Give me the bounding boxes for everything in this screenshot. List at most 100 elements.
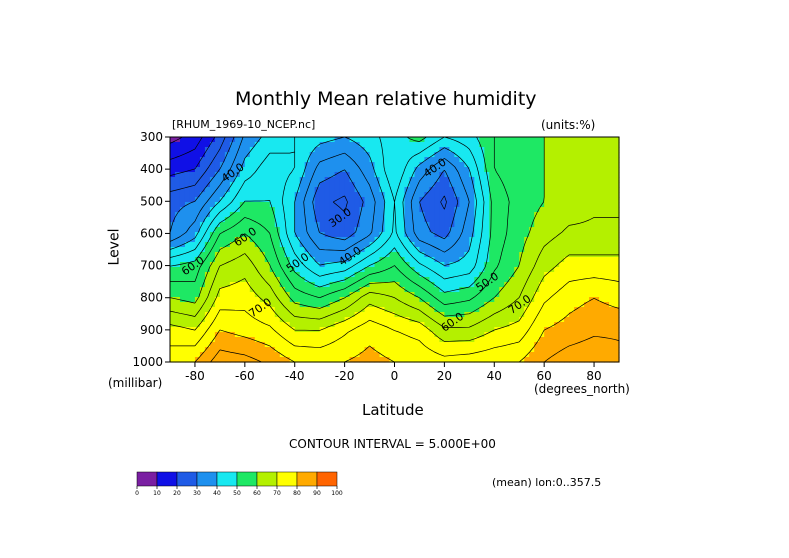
contour-fill-cell	[494, 167, 500, 173]
contour-fill-cell	[569, 357, 575, 363]
contour-fill-cell	[209, 217, 216, 223]
contour-fill-cell	[364, 147, 371, 153]
contour-fill-cell	[434, 332, 440, 338]
contour-fill-cell	[524, 292, 530, 298]
contour-fill-cell	[209, 262, 216, 268]
contour-fill-cell	[424, 267, 431, 273]
contour-fill-cell	[604, 217, 610, 223]
contour-fill-cell	[429, 337, 436, 343]
contour-fill-cell	[519, 347, 525, 353]
contour-fill-cell	[604, 352, 610, 358]
contour-fill-cell	[339, 347, 346, 353]
contour-line	[169, 137, 545, 317]
contour-fill-cell	[284, 257, 291, 263]
contour-fill-cell	[534, 347, 540, 353]
contour-fill-cell	[424, 217, 431, 223]
contour-fill-cell	[219, 212, 226, 218]
contour-fill-cell	[319, 137, 326, 143]
contour-fill-cell	[364, 347, 371, 353]
contour-fill-cell	[239, 222, 246, 228]
contour-fill-cell	[269, 282, 276, 288]
contour-fill-cell	[279, 337, 286, 343]
contour-fill-cell	[484, 157, 490, 163]
contour-fill-cell	[344, 172, 351, 178]
contour-fill-cell	[389, 332, 396, 338]
contour-fill-cell	[449, 277, 455, 283]
contour-fill-cell	[369, 172, 376, 178]
contour-fill-cell	[309, 292, 316, 298]
contour-fill-cell	[339, 267, 346, 273]
contour-fill-cell	[529, 192, 535, 198]
contour-fill-cell	[269, 212, 276, 218]
contour-fill-cell	[309, 342, 316, 348]
contour-fill-cell	[464, 352, 470, 358]
contour-fill-cell	[554, 197, 560, 203]
contour-fill-cell	[494, 307, 500, 313]
contour-fill-cell	[239, 167, 246, 173]
contour-fill-cell	[504, 337, 510, 343]
contour-fill-cell	[494, 302, 500, 308]
contour-fill-cell	[444, 177, 450, 183]
contour-fill-cell	[459, 147, 465, 153]
contour-fill-cell	[569, 277, 575, 283]
contour-fill-cell	[574, 212, 580, 218]
contour-fill-cell	[499, 312, 505, 318]
contour-fill-cell	[299, 342, 306, 348]
contour-fill-cell	[329, 297, 336, 303]
contour-fill-cell	[534, 327, 540, 333]
contour-fill-cell	[394, 327, 401, 333]
contour-fill-cell	[189, 182, 196, 188]
contour-fill-cell	[489, 202, 495, 208]
contour-fill-cell	[549, 227, 555, 233]
contour-fill-cell	[179, 137, 186, 143]
contour-fill-cell	[289, 192, 296, 198]
contour-fill-cell	[204, 292, 211, 298]
contour-fill-cell	[294, 162, 301, 168]
contour-fill-cell	[419, 157, 426, 163]
contour-fill-cell	[534, 192, 540, 198]
contour-fill-cell	[594, 352, 600, 358]
contour-fill-cell	[214, 162, 221, 168]
contour-fill-cell	[429, 207, 436, 213]
contour-fill-cell	[539, 297, 545, 303]
contour-fill-cell	[409, 262, 416, 268]
contour-fill-cell	[459, 182, 465, 188]
contour-fill-cell	[249, 152, 256, 158]
contour-fill-cell	[214, 357, 221, 363]
contour-fill-cell	[529, 357, 535, 363]
contour-fill-cell	[434, 322, 440, 328]
contour-fill-cell	[429, 342, 436, 348]
contour-fill-cell	[454, 187, 460, 193]
contour-fill-cell	[219, 177, 226, 183]
contour-fill-cell	[374, 212, 381, 218]
contour-fill-cell	[564, 312, 570, 318]
contour-fill-cell	[249, 257, 256, 263]
contour-fill-cell	[269, 157, 276, 163]
contour-fill-cell	[434, 292, 440, 298]
contour-fill-cell	[170, 277, 176, 283]
contour-fill-cell	[449, 142, 455, 148]
contour-fill-cell	[229, 232, 236, 238]
contour-fill-cell	[594, 232, 600, 238]
contour-fill-cell	[414, 212, 421, 218]
contour-fill-cell	[279, 147, 286, 153]
contour-fill-cell	[194, 167, 201, 173]
contour-fill-cell	[254, 197, 261, 203]
contour-fill-cell	[444, 227, 450, 233]
contour-fill-cell	[279, 297, 286, 303]
contour-fill-cell	[449, 337, 455, 343]
contour-fill-cell	[269, 167, 276, 173]
contour-fill-cell	[289, 207, 296, 213]
contour-fill-cell	[614, 327, 620, 333]
contour-fill-cell	[264, 257, 271, 263]
contour-fill-cell	[329, 187, 336, 193]
contour-fill-cell	[359, 312, 366, 318]
contour-fill-cell	[384, 222, 391, 228]
contour-fill-cell	[239, 212, 246, 218]
contour-fill-cell	[594, 312, 600, 318]
contour-fill-cell	[289, 217, 296, 223]
contour-fill-cell	[329, 292, 336, 298]
contour-fill-cell	[544, 267, 550, 273]
contour-fill-cell	[474, 242, 480, 248]
contour-fill-cell	[349, 152, 356, 158]
